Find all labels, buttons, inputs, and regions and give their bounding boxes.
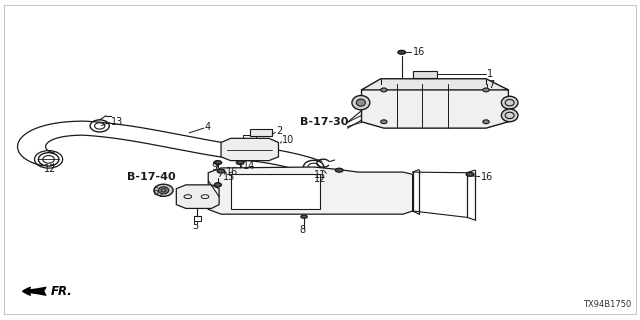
- Bar: [250, 129, 272, 136]
- Ellipse shape: [236, 161, 244, 164]
- Text: 6: 6: [153, 187, 159, 197]
- Ellipse shape: [483, 120, 489, 124]
- Ellipse shape: [217, 169, 225, 173]
- Ellipse shape: [381, 120, 387, 124]
- Text: 2: 2: [276, 126, 283, 136]
- Text: B-17-40: B-17-40: [127, 172, 176, 181]
- Polygon shape: [362, 84, 508, 128]
- Text: 16: 16: [413, 47, 425, 57]
- Ellipse shape: [352, 95, 370, 110]
- Text: 4: 4: [205, 122, 211, 132]
- Text: 12: 12: [44, 164, 56, 174]
- Ellipse shape: [214, 183, 221, 187]
- Ellipse shape: [159, 187, 169, 194]
- Ellipse shape: [154, 184, 173, 196]
- Text: FR.: FR.: [51, 285, 72, 298]
- Polygon shape: [176, 185, 219, 208]
- Text: 9: 9: [211, 162, 218, 172]
- Text: 14: 14: [243, 161, 255, 171]
- Ellipse shape: [335, 168, 343, 172]
- Polygon shape: [362, 79, 508, 90]
- Polygon shape: [208, 167, 413, 214]
- Text: B-17-30: B-17-30: [300, 117, 348, 127]
- Text: 12: 12: [314, 174, 326, 184]
- Text: 5: 5: [192, 221, 198, 231]
- Ellipse shape: [501, 96, 518, 109]
- Ellipse shape: [301, 215, 307, 218]
- Ellipse shape: [467, 172, 474, 176]
- Text: 10: 10: [282, 135, 294, 145]
- Text: 7: 7: [488, 80, 495, 90]
- Text: 16: 16: [226, 167, 238, 177]
- Polygon shape: [221, 138, 278, 161]
- Text: 16: 16: [481, 172, 493, 181]
- Ellipse shape: [398, 50, 406, 54]
- Ellipse shape: [214, 161, 221, 164]
- Bar: [230, 174, 320, 209]
- Ellipse shape: [381, 88, 387, 92]
- Text: 8: 8: [299, 225, 305, 235]
- Text: 1: 1: [487, 69, 493, 79]
- Text: 15: 15: [223, 172, 236, 181]
- Text: TX94B1750: TX94B1750: [584, 300, 632, 309]
- Bar: [413, 71, 437, 78]
- Ellipse shape: [483, 88, 489, 92]
- Text: 13: 13: [111, 117, 123, 127]
- Ellipse shape: [501, 109, 518, 122]
- Ellipse shape: [356, 99, 365, 106]
- Text: 11: 11: [314, 170, 326, 180]
